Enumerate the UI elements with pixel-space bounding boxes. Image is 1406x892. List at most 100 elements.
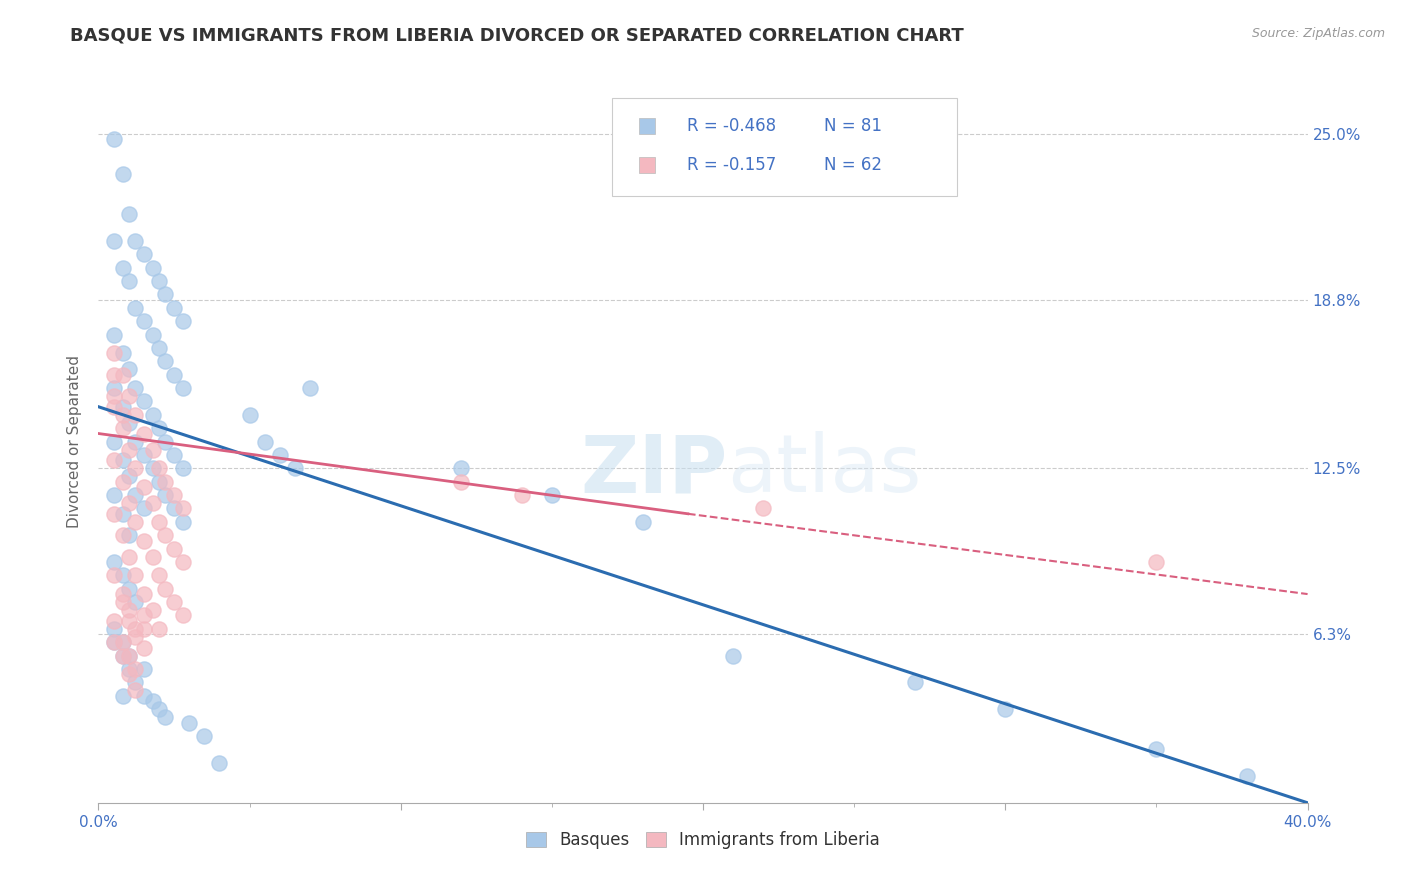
Point	[163, 541, 186, 556]
Point	[631, 515, 654, 529]
Point	[142, 603, 165, 617]
Point	[118, 549, 141, 564]
Legend: Basques, Immigrants from Liberia: Basques, Immigrants from Liberia	[519, 824, 887, 856]
Point	[239, 408, 262, 422]
Point	[148, 274, 170, 288]
Point	[103, 568, 125, 582]
Point	[163, 448, 186, 462]
Point	[148, 341, 170, 355]
Point	[118, 362, 141, 376]
Point	[193, 729, 215, 743]
Point	[1144, 742, 1167, 756]
Point	[103, 327, 125, 342]
Point	[148, 622, 170, 636]
Point	[142, 549, 165, 564]
Point	[163, 595, 186, 609]
Point	[111, 475, 134, 489]
Point	[450, 461, 472, 475]
Point	[148, 421, 170, 435]
Point	[208, 756, 231, 770]
Point	[103, 507, 125, 521]
Text: N = 62: N = 62	[824, 156, 882, 174]
Point	[124, 675, 146, 690]
Point	[132, 587, 155, 601]
Point	[142, 408, 165, 422]
FancyBboxPatch shape	[638, 157, 655, 173]
Point	[142, 461, 165, 475]
Point	[132, 533, 155, 548]
Point	[111, 260, 134, 275]
Point	[132, 501, 155, 516]
Point	[111, 528, 134, 542]
Point	[142, 694, 165, 708]
Point	[103, 346, 125, 360]
Point	[124, 568, 146, 582]
Point	[153, 582, 176, 596]
Point	[103, 234, 125, 248]
Point	[103, 381, 125, 395]
Point	[284, 461, 307, 475]
Point	[132, 622, 155, 636]
Point	[148, 461, 170, 475]
Point	[103, 622, 125, 636]
Point	[132, 689, 155, 703]
Point	[124, 461, 146, 475]
Point	[153, 710, 176, 724]
Point	[111, 689, 134, 703]
Point	[904, 675, 927, 690]
Point	[111, 648, 134, 663]
Point	[124, 234, 146, 248]
Text: R = -0.468: R = -0.468	[688, 117, 776, 135]
Point	[132, 394, 155, 409]
Point	[118, 389, 141, 403]
Point	[163, 368, 186, 382]
Point	[142, 442, 165, 457]
Point	[132, 662, 155, 676]
Point	[111, 421, 134, 435]
Point	[111, 568, 134, 582]
Point	[450, 475, 472, 489]
Point	[103, 400, 125, 414]
Point	[111, 408, 134, 422]
Point	[172, 314, 194, 328]
Point	[124, 630, 146, 644]
Point	[118, 662, 141, 676]
Point	[103, 614, 125, 628]
Point	[118, 496, 141, 510]
Point	[132, 247, 155, 261]
Point	[994, 702, 1017, 716]
Point	[118, 648, 141, 663]
Point	[132, 426, 155, 441]
Point	[124, 595, 146, 609]
Point	[132, 480, 155, 494]
FancyBboxPatch shape	[613, 98, 957, 196]
Point	[118, 416, 141, 430]
Point	[153, 528, 176, 542]
Point	[172, 501, 194, 516]
Point	[299, 381, 322, 395]
Point	[118, 274, 141, 288]
Point	[153, 354, 176, 368]
Point	[148, 515, 170, 529]
Point	[172, 515, 194, 529]
Point	[118, 469, 141, 483]
Point	[111, 167, 134, 181]
Point	[111, 648, 134, 663]
Point	[132, 448, 155, 462]
Point	[148, 702, 170, 716]
Point	[103, 389, 125, 403]
Point	[1144, 555, 1167, 569]
Point	[163, 501, 186, 516]
Point	[124, 381, 146, 395]
Point	[124, 683, 146, 698]
Point	[103, 635, 125, 649]
Point	[124, 622, 146, 636]
Point	[253, 434, 276, 449]
Point	[163, 488, 186, 502]
Point	[118, 442, 141, 457]
Text: R = -0.157: R = -0.157	[688, 156, 776, 174]
Point	[103, 635, 125, 649]
Y-axis label: Divorced or Separated: Divorced or Separated	[67, 355, 83, 528]
Point	[172, 381, 194, 395]
Point	[142, 260, 165, 275]
